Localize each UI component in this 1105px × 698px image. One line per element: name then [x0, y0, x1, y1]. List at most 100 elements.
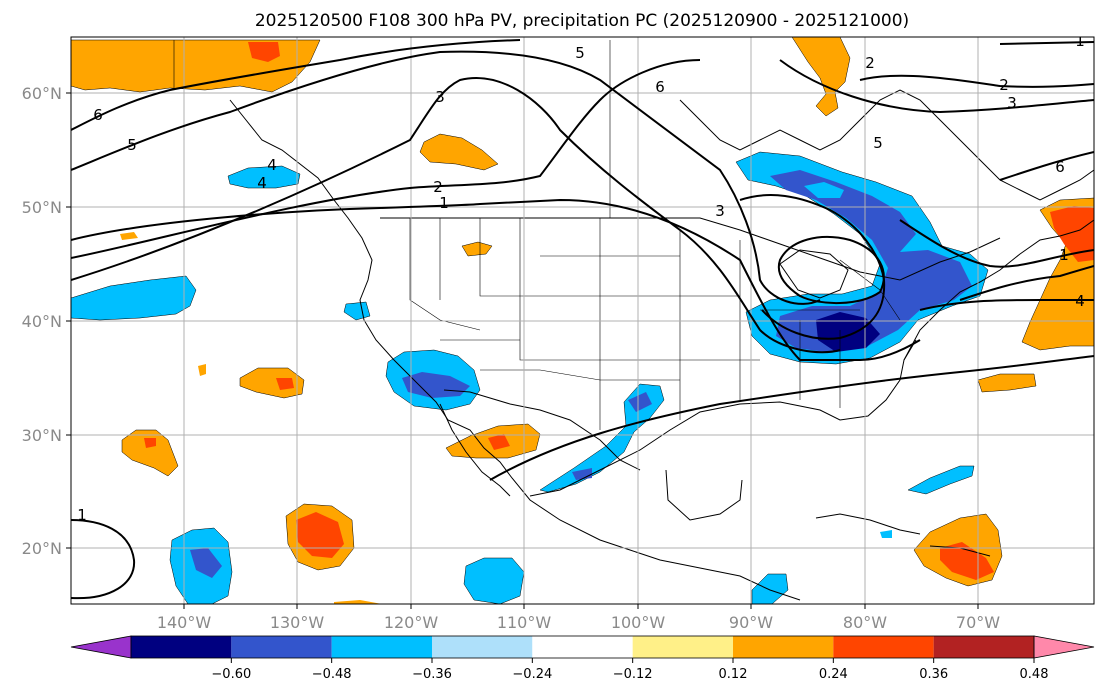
pv-contour-north-3 — [999, 41, 1094, 45]
colorbar-frame — [130, 635, 1035, 659]
colorbar-segment — [432, 636, 533, 658]
pv-contour-6 — [71, 39, 521, 131]
latitude-axis: 60°N 50°N 40°N 30°N 20°N — [22, 84, 71, 558]
pv-label-13: 2 — [865, 54, 875, 72]
pv-label-4: 5 — [575, 44, 585, 62]
pv-contour-northeast-3 — [899, 219, 1094, 268]
lon-label-130: 130°W — [270, 613, 325, 632]
lat-label-50: 50°N — [22, 198, 62, 217]
pv-contour-3 — [71, 77, 841, 354]
gulf-coast — [529, 339, 917, 497]
pv-label-9: 6 — [93, 106, 103, 124]
pacific-coastline — [229, 99, 801, 601]
lon-label-70: 70°W — [956, 613, 1000, 632]
strong-anomaly-mexico — [488, 434, 510, 450]
colorbar-segment — [231, 636, 332, 658]
positive-anomaly-pacific-1 — [239, 367, 305, 399]
colorbar-tick-label: −0.48 — [312, 667, 352, 682]
pv-label-1: 1 — [439, 194, 449, 212]
strong-anomaly-atlantic-ne — [1050, 206, 1094, 262]
baja-peninsula — [439, 403, 511, 497]
positive-anomaly-pacific-2 — [198, 364, 206, 376]
pv-contour-northeast-4 — [999, 151, 1094, 181]
colorbar-ticks: −0.60 −0.48 −0.36 −0.24 −0.12 0.12 0.24 0.36 0.4… — [211, 658, 1049, 682]
state-boundaries — [173, 40, 901, 430]
strong-anomaly-caribbean — [940, 542, 994, 580]
negative-anomaly-gulf-core — [628, 392, 652, 412]
negative-anomaly-pacific-south-2 — [463, 557, 525, 604]
cuba — [815, 513, 921, 535]
lat-label-20: 20°N — [22, 539, 62, 558]
colorbar-segment — [532, 636, 633, 658]
strong-anomaly-pacific-1 — [276, 378, 294, 390]
pv-label-14: 1 — [77, 506, 87, 524]
great-lakes — [779, 249, 849, 299]
pv-label-12: 3 — [1007, 94, 1017, 112]
positive-anomaly-small-1 — [120, 232, 138, 240]
negative-anomaly-atlantic — [907, 465, 975, 495]
negative-anomaly-gulf-alaska — [227, 165, 301, 189]
lat-label-30: 30°N — [22, 426, 62, 445]
colorbar-segment — [632, 636, 733, 658]
hudson-bay-coast — [679, 89, 1094, 201]
pv-contour-northeast-1 — [959, 265, 1094, 301]
positive-anomaly-pacific-3 — [121, 429, 179, 477]
pv-label-16: 6 — [1055, 158, 1065, 176]
map-title: 2025120500 F108 300 hPa PV, precipitatio… — [255, 11, 909, 31]
colorbar-tick-label: 0.36 — [919, 667, 948, 682]
lon-label-80: 80°W — [843, 613, 887, 632]
pv-label-8: 1 — [1075, 32, 1085, 50]
colorbar-segment-lower-extend — [70, 635, 132, 659]
pv-label-11: 4 — [257, 174, 267, 192]
lon-label-140: 140°W — [157, 613, 212, 632]
negative-anomaly-great-lakes-mid — [770, 170, 972, 352]
positive-anomaly-pacific-south-2 — [334, 600, 382, 604]
colorbar: −0.60 −0.48 −0.36 −0.24 −0.12 0.12 0.24 0.36 0.4… — [70, 635, 1095, 682]
colorbar-segments — [70, 635, 1095, 659]
colorbar-segment-upper-extend — [1033, 635, 1095, 659]
lon-label-100: 100°W — [611, 613, 666, 632]
pv-label-3: 3 — [435, 88, 445, 106]
negative-anomaly-pacific-south-1-core — [190, 548, 222, 578]
negative-anomaly-central-america — [751, 573, 789, 604]
strong-anomaly-pacific-3 — [144, 438, 156, 448]
pv-contour-north-1 — [859, 74, 1094, 88]
negative-anomaly-southwest-core — [402, 372, 470, 398]
canada-us-border — [380, 217, 1001, 281]
colorbar-tick-label: 0.48 — [1020, 667, 1049, 682]
colorbar-tick-label: −0.12 — [613, 667, 653, 682]
negative-anomaly-gulf-band — [539, 383, 665, 493]
strong-anomaly-alaska — [248, 42, 280, 62]
pv-label-18: 4 — [267, 156, 277, 174]
positive-anomaly-bc — [419, 133, 499, 171]
longitude-axis: 140°W 130°W 120°W 110°W 100°W 90°W 80°W … — [157, 604, 1000, 632]
lon-label-120: 120°W — [384, 613, 439, 632]
state-line-3 — [479, 218, 740, 297]
colorbar-segment — [933, 636, 1034, 658]
pv-label-7: 2 — [999, 76, 1009, 94]
strong-anomaly-pacific-south — [296, 512, 344, 558]
pv-label-10: 5 — [127, 136, 137, 154]
negative-anomaly-pacific-band — [71, 275, 197, 321]
coastlines-and-borders — [229, 89, 1094, 601]
colorbar-tick-label: −0.24 — [512, 667, 552, 682]
pv-contour-loop — [739, 194, 886, 340]
colorbar-segment — [733, 636, 834, 658]
pv-contour-subtropic — [489, 355, 1094, 481]
us-mexico-border — [443, 389, 641, 471]
positive-anomaly-idaho — [461, 241, 493, 257]
pv-label-19: 1 — [1059, 246, 1069, 264]
pv-contour-northeast-2 — [919, 299, 1094, 311]
negative-anomaly-great-lakes-lightcore — [804, 182, 844, 198]
pv-label-6: 3 — [715, 202, 725, 220]
lon-label-110: 110°W — [497, 613, 552, 632]
pv-label-15: 4 — [1075, 292, 1085, 310]
colorbar-segment — [833, 636, 934, 658]
pv-label-2: 2 — [433, 178, 443, 196]
pv-contour-south-pacific — [71, 519, 136, 600]
colorbar-tick-label: 0.24 — [819, 667, 848, 682]
colorbar-segment — [331, 636, 432, 658]
positive-anomaly-atlantic-2 — [977, 373, 1037, 393]
state-line-16 — [480, 369, 680, 381]
